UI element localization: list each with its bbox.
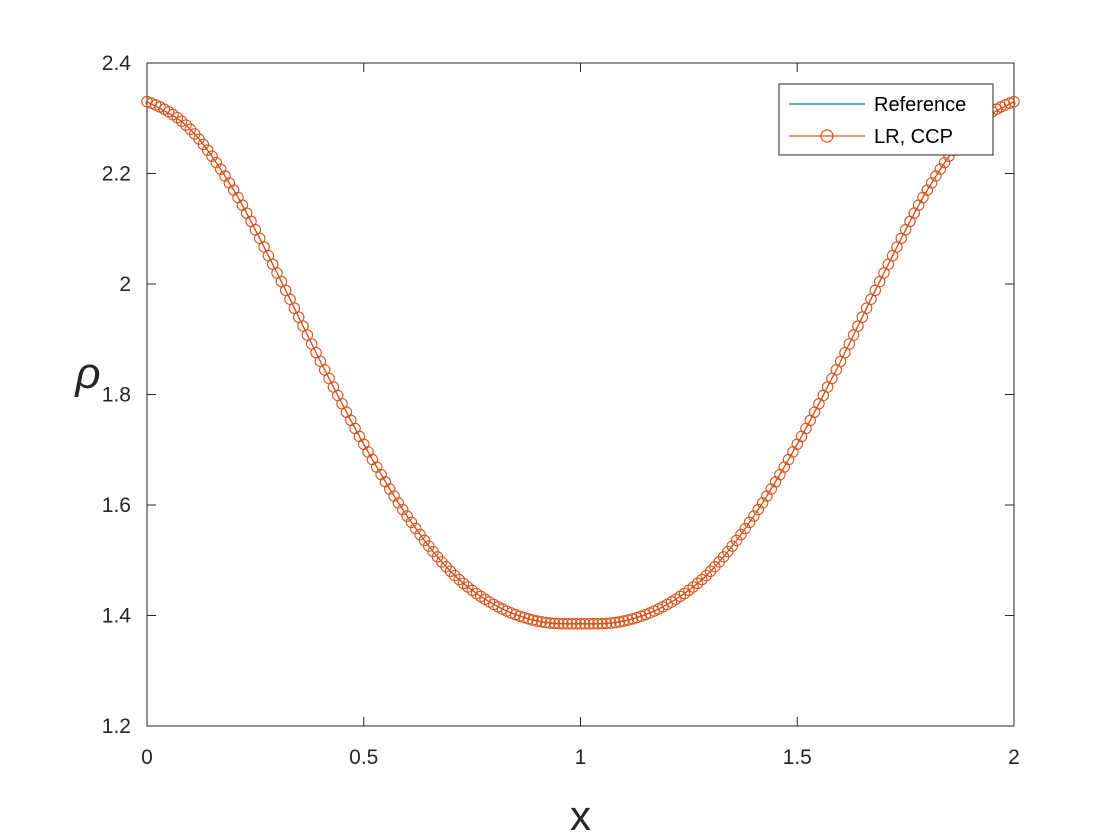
- series-marker: [561, 618, 574, 630]
- y-tick-label: 2.4: [102, 52, 132, 75]
- series-marker: [579, 618, 591, 630]
- series-marker: [605, 617, 617, 629]
- series-marker: [453, 573, 465, 586]
- series-marker: [175, 115, 188, 127]
- series-marker: [743, 516, 756, 529]
- series-marker: [1008, 95, 1020, 108]
- series-marker: [930, 170, 942, 182]
- series-marker: [748, 510, 760, 522]
- series-marker: [522, 613, 535, 625]
- series-marker: [596, 617, 608, 630]
- legend-label: Reference: [874, 94, 966, 116]
- y-axis-label: ρ: [73, 349, 100, 398]
- series-marker: [583, 618, 595, 630]
- x-tick-label: 0: [141, 746, 153, 769]
- series-line-1: [146, 101, 1015, 625]
- series-marker: [691, 577, 704, 590]
- series-marker: [592, 617, 604, 630]
- y-tick-label: 2: [119, 273, 131, 296]
- legend-marker-1: [820, 129, 834, 143]
- series-marker: [700, 569, 712, 582]
- x-tick-label: 2: [1008, 746, 1020, 769]
- x-tick-label: 0.5: [349, 746, 378, 769]
- series-marker: [938, 156, 951, 169]
- series-marker: [726, 540, 738, 552]
- series-marker: [457, 577, 470, 590]
- series-marker: [704, 565, 717, 578]
- series-marker: [618, 615, 630, 627]
- series-marker: [535, 616, 548, 628]
- series-marker: [544, 617, 556, 629]
- x-tick-label: 1: [575, 746, 587, 769]
- series-marker: [735, 528, 747, 541]
- series-marker: [600, 617, 613, 630]
- legend-box: [778, 83, 994, 156]
- plot-area: 0 0.5 1 1.5 2 1.2 1.4 1.6 1.8 2 2.2 2.4 x ρ Reference L…: [73, 52, 1019, 839]
- series-marker: [531, 615, 543, 627]
- series-marker: [752, 503, 764, 516]
- series-marker: [934, 163, 947, 175]
- series-marker: [410, 522, 422, 535]
- series-marker: [626, 613, 639, 625]
- series-marker: [587, 618, 600, 630]
- series-marker: [527, 614, 539, 626]
- y-tick-label: 2.2: [102, 163, 131, 186]
- series-marker: [548, 617, 561, 630]
- series-marker: [756, 497, 769, 509]
- series-marker: [449, 569, 461, 582]
- series-marker: [518, 611, 530, 624]
- legend-label: LR, CCP: [874, 126, 953, 148]
- series-marker: [206, 150, 218, 162]
- x-tick-label: 1.5: [783, 746, 812, 769]
- series-marker: [197, 138, 210, 151]
- series-marker: [440, 560, 452, 573]
- y-tick-label: 1.2: [102, 715, 131, 738]
- series-marker: [570, 618, 582, 630]
- series-marker: [553, 617, 565, 630]
- x-axis-label: x: [570, 792, 591, 839]
- series-marker: [388, 490, 400, 502]
- series-marker: [392, 497, 405, 509]
- series-marker: [609, 616, 621, 629]
- series-marker: [622, 614, 634, 626]
- series-marker: [574, 618, 587, 630]
- y-tick-label: 1.8: [102, 384, 131, 407]
- y-tick-label: 1.4: [102, 605, 132, 628]
- series-marker: [631, 611, 643, 624]
- series-marker: [540, 616, 552, 629]
- series-marker: [444, 565, 457, 578]
- series-marker: [210, 156, 223, 169]
- y-tick-label: 1.6: [102, 494, 131, 517]
- series-marker: [730, 534, 743, 547]
- series-marker: [514, 610, 526, 622]
- series-marker: [405, 516, 418, 529]
- series-marker: [566, 618, 578, 630]
- series-marker: [414, 528, 426, 541]
- series-marker: [613, 616, 626, 628]
- series-marker: [401, 510, 413, 522]
- series-marker: [418, 534, 431, 547]
- series-marker: [180, 119, 192, 131]
- series-marker: [214, 163, 227, 175]
- series-marker: [201, 144, 214, 156]
- series-marker: [687, 581, 699, 593]
- series-marker: [739, 522, 751, 535]
- series-marker: [397, 503, 409, 516]
- series-marker: [557, 617, 569, 630]
- series-marker: [171, 111, 184, 124]
- series-marker: [696, 573, 708, 586]
